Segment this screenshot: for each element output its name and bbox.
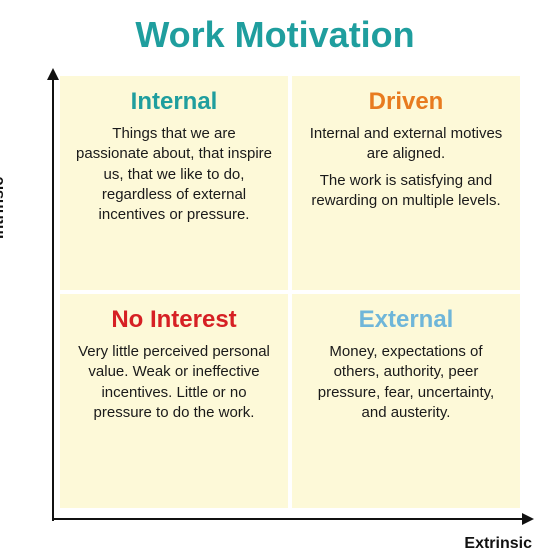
x-axis-label: Extrinsic bbox=[464, 535, 532, 553]
x-axis-arrow bbox=[522, 513, 534, 525]
quadrant-driven: Driven Internal and external motives are… bbox=[292, 76, 520, 290]
y-axis-label: Intrinsic bbox=[0, 177, 8, 239]
quadrant-title: External bbox=[359, 306, 454, 334]
chart-area: Internal Things that we are passionate a… bbox=[42, 68, 540, 538]
quadrant-body: Things that we are passionate about, tha… bbox=[76, 124, 272, 231]
quadrant-title: Internal bbox=[131, 88, 218, 116]
x-axis-line bbox=[52, 518, 526, 520]
quadrant-title: No Interest bbox=[111, 306, 236, 334]
quadrant-internal: Internal Things that we are passionate a… bbox=[60, 76, 288, 290]
quadrant-no-interest: No Interest Very little perceived person… bbox=[60, 294, 288, 508]
quadrant-external: External Money, expectations of others, … bbox=[292, 294, 520, 508]
page-title: Work Motivation bbox=[0, 0, 550, 64]
y-axis-line bbox=[52, 76, 54, 521]
y-axis-arrow bbox=[47, 68, 59, 80]
quadrant-title: Driven bbox=[369, 88, 444, 116]
quadrant-body: Internal and external motives are aligne… bbox=[308, 124, 504, 217]
quadrant-body: Very little perceived personal value. We… bbox=[76, 342, 272, 429]
quadrant-body: Money, expectations of others, authority… bbox=[308, 342, 504, 429]
quadrant-grid: Internal Things that we are passionate a… bbox=[60, 76, 520, 508]
